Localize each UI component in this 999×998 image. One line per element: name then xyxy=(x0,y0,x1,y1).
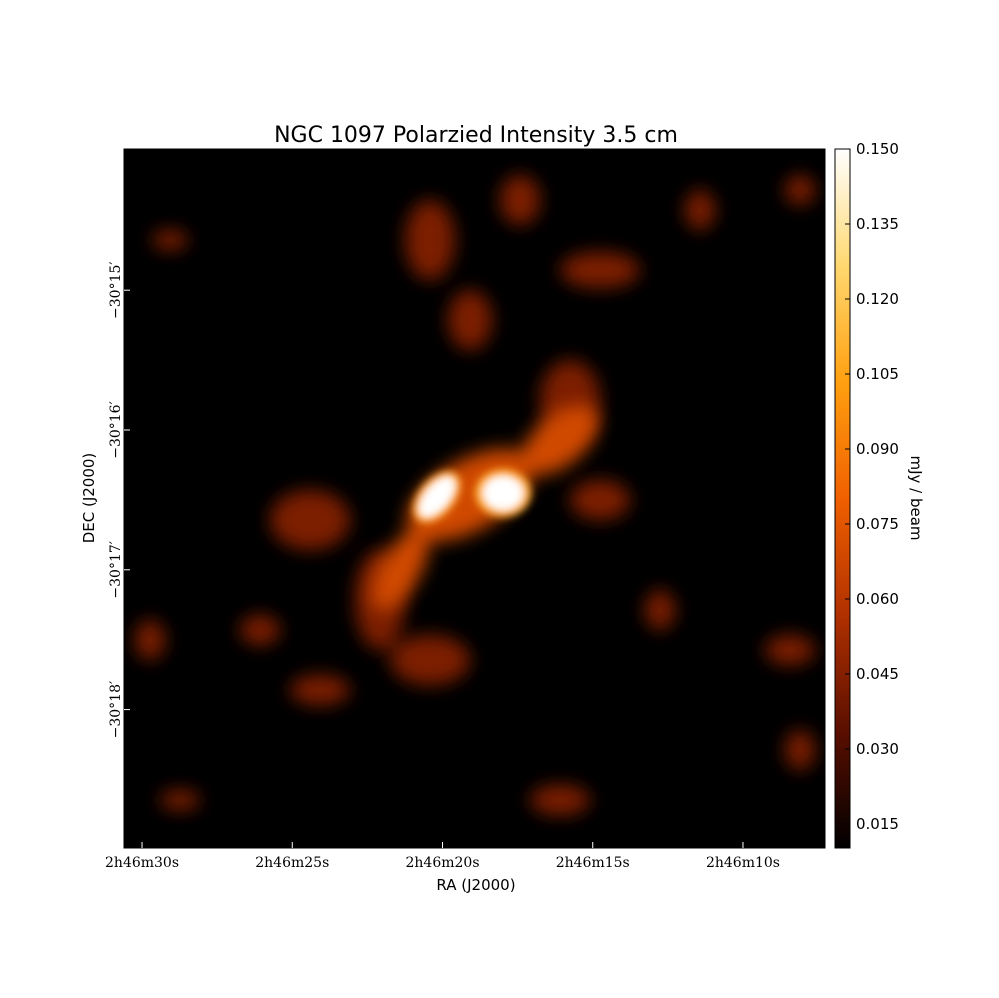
x-tick-label: 2h46m30s xyxy=(105,855,179,871)
chart-title: NGC 1097 Polarzied Intensity 3.5 cm xyxy=(274,123,678,148)
y-tick-label: −30°17′ xyxy=(108,541,124,599)
colorbar-tick-label: 0.105 xyxy=(856,365,899,383)
colorbar-tick-label: 0.135 xyxy=(856,215,899,233)
x-tick-label: 2h46m15s xyxy=(556,855,630,871)
colorbar xyxy=(834,148,851,849)
y-tick-label: −30°16′ xyxy=(108,401,124,459)
y-axis-label: DEC (J2000) xyxy=(80,453,98,544)
y-tick-label: −30°18′ xyxy=(108,681,124,739)
colorbar-tick-label: 0.060 xyxy=(856,590,899,608)
colorbar-tick-label: 0.150 xyxy=(856,140,899,158)
x-tick-label: 2h46m20s xyxy=(405,855,479,871)
colorbar-tick-label: 0.090 xyxy=(856,440,899,458)
y-tick-label: −30°15′ xyxy=(108,261,124,319)
image xyxy=(135,175,815,815)
colorbar-tick-label: 0.045 xyxy=(856,665,899,683)
x-tick-label: 2h46m25s xyxy=(255,855,329,871)
colorbar-label: mJy / beam xyxy=(907,455,925,540)
x-axis-label: RA (J2000) xyxy=(436,876,515,894)
plot-frame xyxy=(123,148,826,849)
colorbar-tick-label: 0.030 xyxy=(856,740,899,758)
x-tick-label: 2h46m10s xyxy=(706,855,780,871)
colorbar-tick-label: 0.120 xyxy=(856,290,899,308)
colorbar-tick-label: 0.015 xyxy=(856,815,899,833)
colorbar-tick-label: 0.075 xyxy=(856,515,899,533)
